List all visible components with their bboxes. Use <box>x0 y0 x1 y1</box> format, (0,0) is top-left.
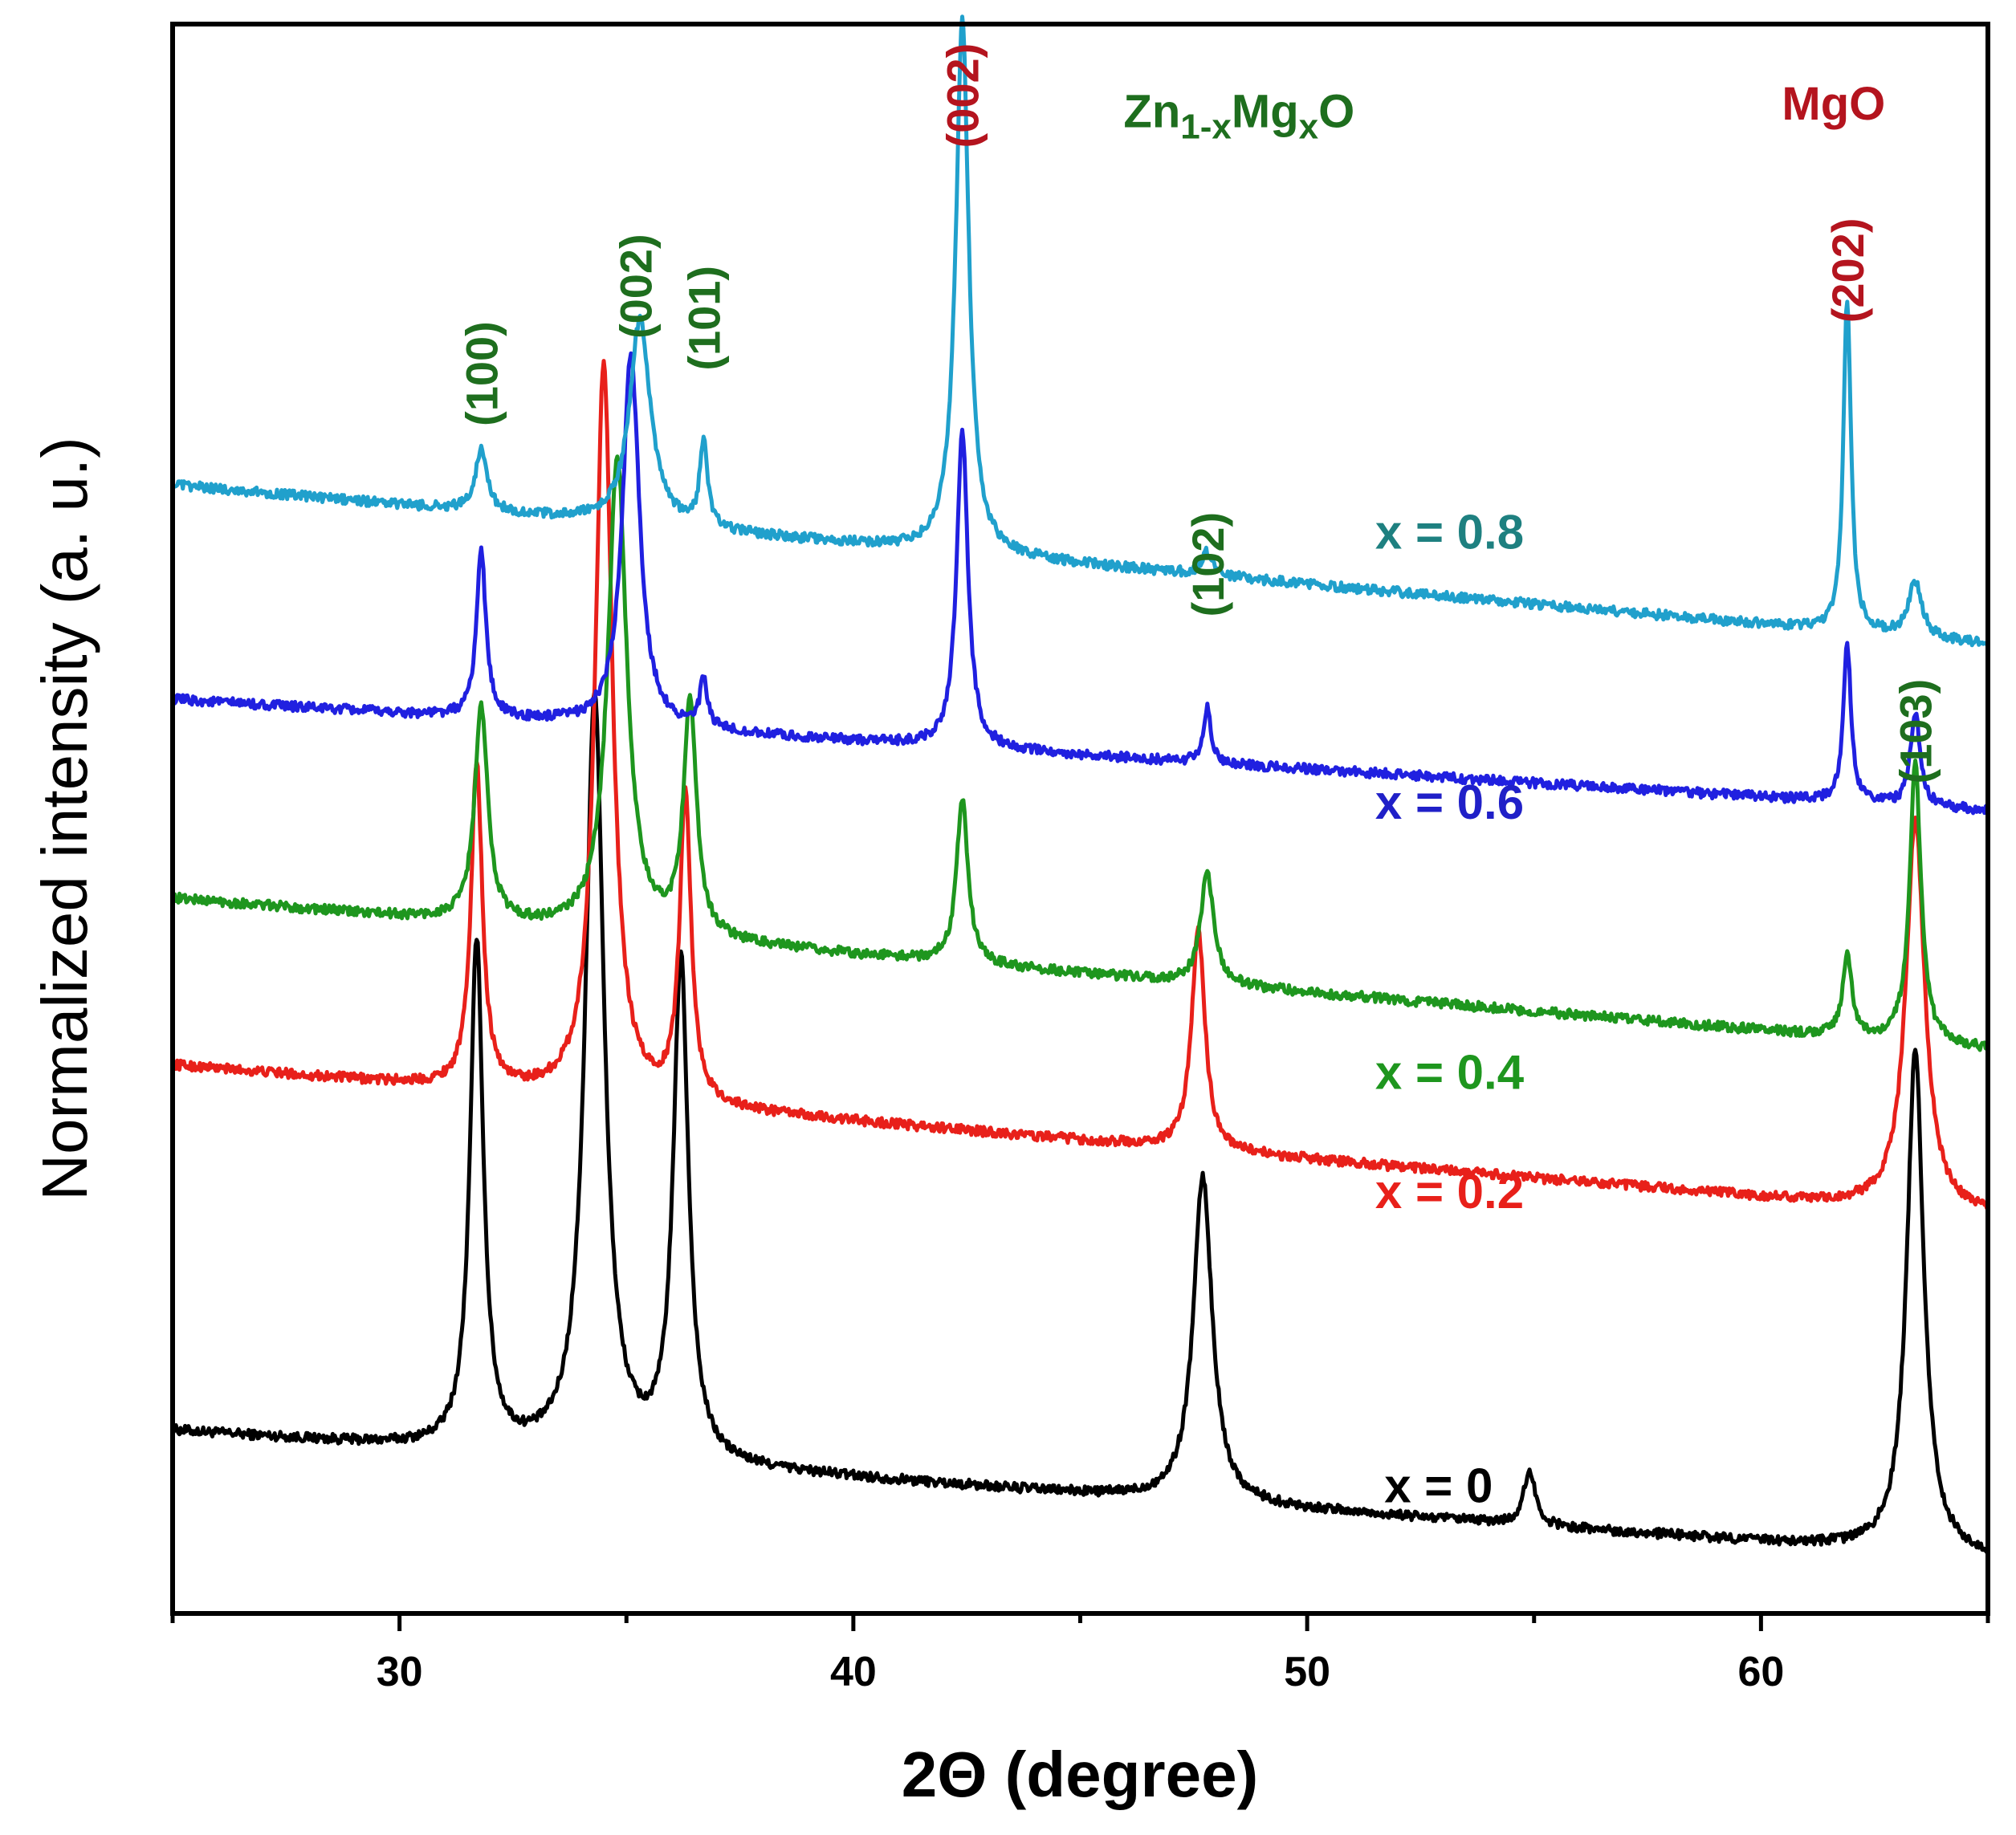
series-label: x = 0.6 <box>1375 775 1524 829</box>
peak-label: (002) <box>611 234 662 339</box>
series-label: x = 0.2 <box>1375 1165 1524 1219</box>
peak-label: (102) <box>1183 512 1233 617</box>
y-axis-title: Normalized intensity (a. u.) <box>29 437 100 1200</box>
plot-frame <box>170 22 1990 1616</box>
peak-label: (002) <box>938 43 988 149</box>
phase-label: MgO <box>1782 78 1885 130</box>
x-tick-label: 30 <box>377 1649 423 1695</box>
peak-label: (103) <box>1891 679 1941 784</box>
series-label: x = 0.8 <box>1375 505 1524 559</box>
phase-label: Zn1-xMgxO <box>1123 86 1354 147</box>
annotation-layer: (100) (002) (101) (002) (102) (202) (103) Zn1-x… <box>456 43 1941 1513</box>
x-tick-label: 50 <box>1284 1649 1330 1695</box>
series-label: x = 0 <box>1384 1459 1493 1512</box>
series-line-x-0-8 <box>170 14 1990 648</box>
series-line-x-0-4 <box>170 454 1990 1052</box>
series-layer <box>170 14 1990 1555</box>
series-line-x-0 <box>170 689 1990 1555</box>
peak-label: (101) <box>678 266 729 371</box>
series-line-x-0-2 <box>170 359 1990 1210</box>
series-line-x-0-6 <box>170 351 1990 816</box>
x-tick-label: 40 <box>830 1649 877 1695</box>
x-axis: 30 40 50 60 <box>170 1613 1990 1695</box>
peak-label: (100) <box>456 321 507 426</box>
peak-label: (202) <box>1823 218 1873 323</box>
x-tick-label: 60 <box>1737 1649 1784 1695</box>
x-axis-title: 2Θ (degree) <box>902 1739 1259 1810</box>
series-label: x = 0.4 <box>1375 1046 1525 1100</box>
